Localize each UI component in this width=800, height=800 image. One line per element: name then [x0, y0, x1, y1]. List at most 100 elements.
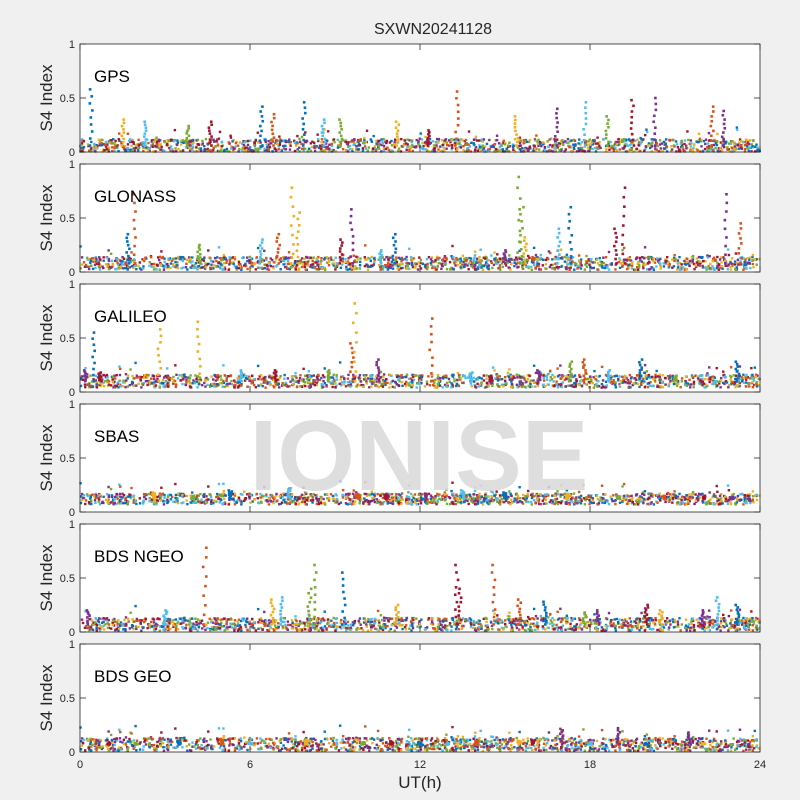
noise-point	[415, 386, 418, 389]
noise-point	[726, 248, 730, 251]
noise-point	[395, 263, 399, 266]
noise-point	[408, 247, 411, 250]
noise-point	[236, 144, 240, 147]
noise-point	[559, 141, 562, 144]
noise-point	[555, 380, 558, 383]
noise-point	[630, 148, 633, 151]
noise-point	[461, 254, 465, 257]
noise-point	[423, 385, 427, 388]
noise-point	[506, 145, 510, 149]
data-point	[712, 110, 715, 113]
noise-point	[315, 257, 318, 260]
noise-point	[168, 257, 172, 260]
noise-point	[98, 268, 102, 271]
noise-point	[353, 376, 357, 380]
noise-point	[750, 150, 753, 153]
data-point	[640, 379, 644, 383]
noise-point	[162, 385, 165, 388]
noise-point	[519, 380, 523, 383]
noise-point	[459, 146, 463, 149]
noise-point	[748, 258, 751, 261]
noise-point	[424, 148, 427, 151]
noise-point	[668, 382, 671, 385]
noise-point	[652, 377, 655, 381]
noise-point	[513, 150, 517, 153]
noise-point	[696, 148, 699, 152]
noise-point	[548, 143, 552, 147]
noise-point	[668, 138, 671, 142]
noise-point	[507, 258, 511, 261]
noise-point	[508, 378, 511, 381]
noise-point	[446, 385, 449, 389]
noise-point	[380, 138, 383, 141]
noise-point	[320, 386, 324, 389]
noise-point	[635, 147, 639, 151]
noise-point	[402, 144, 406, 147]
noise-point	[690, 256, 694, 259]
noise-point	[750, 143, 753, 146]
noise-point	[109, 384, 113, 387]
noise-point	[117, 267, 121, 271]
noise-point	[167, 257, 170, 260]
noise-point	[508, 260, 511, 264]
y-tick-label: 1	[69, 279, 75, 291]
noise-point	[310, 374, 313, 378]
noise-point	[143, 259, 146, 263]
noise-point	[415, 374, 418, 377]
data-point	[321, 128, 325, 131]
noise-point	[152, 268, 156, 271]
noise-point	[216, 378, 219, 381]
noise-point	[254, 268, 258, 271]
noise-point	[311, 259, 314, 263]
noise-point	[302, 149, 305, 152]
noise-point	[607, 142, 610, 146]
noise-point	[570, 258, 573, 261]
noise-point	[650, 138, 654, 141]
noise-point	[215, 265, 218, 268]
noise-point	[624, 374, 627, 378]
noise-point	[697, 256, 701, 259]
noise-point	[348, 384, 351, 388]
noise-point	[726, 268, 730, 271]
noise-point	[542, 258, 545, 262]
noise-point	[598, 146, 601, 150]
noise-point	[703, 386, 706, 389]
noise-point	[671, 258, 674, 261]
noise-point	[643, 385, 647, 389]
noise-point	[501, 384, 505, 388]
noise-point	[199, 147, 203, 150]
noise-point	[158, 268, 161, 271]
data-point	[568, 362, 572, 366]
noise-point	[87, 383, 90, 386]
noise-point	[508, 144, 512, 148]
noise-point	[367, 493, 370, 496]
data-point	[157, 353, 160, 357]
noise-point	[284, 144, 287, 148]
noise-point	[715, 143, 719, 147]
noise-point	[270, 377, 273, 380]
data-point	[97, 376, 101, 380]
noise-point	[623, 145, 627, 148]
noise-point	[431, 140, 435, 143]
noise-point	[364, 376, 367, 379]
noise-point	[673, 259, 676, 262]
noise-point	[536, 382, 539, 385]
data-point	[142, 135, 146, 138]
noise-point	[98, 144, 101, 147]
data-point	[558, 253, 561, 257]
noise-point	[338, 382, 342, 385]
noise-point	[601, 379, 605, 382]
noise-point	[295, 144, 298, 147]
noise-point	[80, 375, 84, 378]
noise-point	[524, 138, 528, 142]
noise-point	[562, 141, 565, 144]
noise-point	[589, 260, 593, 263]
data-point	[323, 121, 326, 125]
noise-point	[382, 137, 385, 141]
noise-point	[654, 147, 657, 151]
noise-point	[156, 380, 159, 384]
noise-point	[553, 257, 556, 261]
noise-point	[208, 385, 212, 389]
noise-point	[331, 380, 334, 383]
data-point	[127, 262, 131, 265]
